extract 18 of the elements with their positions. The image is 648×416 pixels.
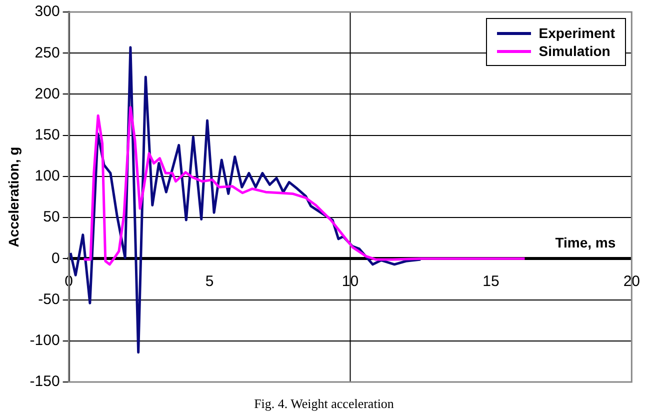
- y-tick-label: -150: [30, 373, 60, 390]
- y-tick-label: 50: [43, 208, 60, 226]
- y-axis-title: Acceleration, g: [5, 146, 22, 248]
- legend-label: Experiment: [538, 25, 615, 41]
- x-tick-label: 5: [205, 272, 214, 290]
- legend-label: Simulation: [538, 43, 610, 59]
- y-tick-label: 150: [34, 126, 60, 144]
- y-tick-label: 250: [34, 44, 60, 62]
- x-tick-label: 20: [623, 272, 640, 290]
- y-tick-label: 300: [34, 3, 60, 20]
- y-tick-label: -100: [30, 332, 60, 350]
- y-tick-label: 200: [34, 85, 60, 102]
- y-tick-label: -50: [38, 290, 60, 308]
- y-tick-label: 0: [51, 250, 60, 267]
- caption: Fig. 4. Weight acceleration: [253, 396, 395, 412]
- x-tick-label: 15: [482, 272, 500, 290]
- y-tick-label: 100: [34, 168, 60, 185]
- x-axis-title: Time, ms: [555, 234, 616, 251]
